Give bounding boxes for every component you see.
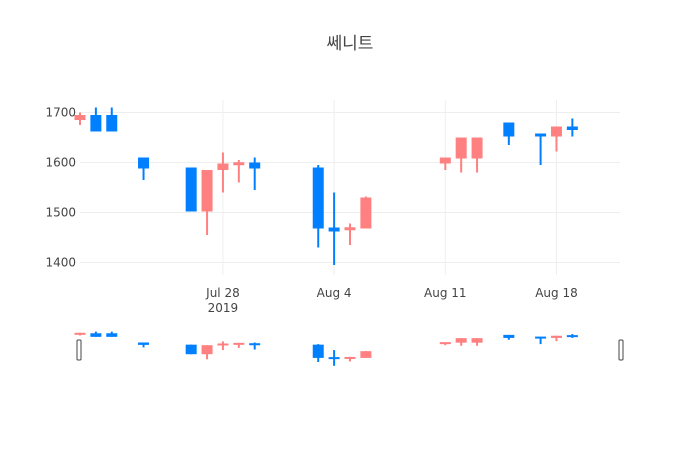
candle bbox=[106, 107, 118, 132]
slider-candle bbox=[455, 338, 467, 346]
candle-body bbox=[550, 126, 562, 137]
slider-candle bbox=[566, 334, 578, 338]
candle bbox=[201, 170, 213, 235]
slider-candle-body bbox=[106, 333, 118, 337]
x-tick-label: Jul 28 bbox=[205, 286, 240, 300]
candle bbox=[360, 196, 372, 229]
candle bbox=[90, 107, 102, 132]
candle-body bbox=[312, 167, 324, 229]
candle bbox=[566, 118, 578, 137]
candle-body bbox=[360, 197, 372, 229]
slider-candle bbox=[550, 335, 562, 342]
candle-body bbox=[249, 162, 261, 169]
slider-candle-body bbox=[185, 344, 197, 355]
candle bbox=[455, 137, 467, 173]
slider-candle bbox=[344, 356, 356, 362]
slider-candle-body bbox=[90, 333, 102, 337]
candle-body bbox=[138, 157, 150, 169]
candle bbox=[471, 137, 483, 173]
slider-candle bbox=[90, 331, 102, 337]
slider-candle-body bbox=[550, 335, 562, 338]
candle-body bbox=[201, 170, 213, 212]
y-tick-label: 1500 bbox=[45, 206, 76, 220]
candle-body bbox=[503, 122, 515, 137]
y-tick-label: 1600 bbox=[45, 156, 76, 170]
candle-body bbox=[344, 227, 356, 231]
x-tick-label: Aug 18 bbox=[535, 286, 578, 300]
slider-candle bbox=[471, 338, 483, 346]
candle-body bbox=[566, 126, 578, 130]
slider-candle bbox=[328, 350, 340, 366]
candle-body bbox=[185, 167, 197, 212]
candle bbox=[217, 152, 229, 193]
slider-candle-body bbox=[201, 345, 213, 355]
slider-candle-body bbox=[439, 342, 451, 345]
candle-body bbox=[217, 163, 229, 170]
candle-body bbox=[471, 137, 483, 159]
candle bbox=[312, 165, 324, 248]
candle bbox=[74, 112, 86, 125]
candle-body bbox=[106, 115, 118, 132]
slider-candle-body bbox=[233, 342, 245, 345]
slider-candle-body bbox=[360, 351, 372, 358]
candle bbox=[550, 126, 562, 152]
candle bbox=[503, 122, 515, 145]
slider-candle-body bbox=[138, 342, 150, 345]
slider-candle-body bbox=[217, 343, 229, 346]
slider-candle bbox=[185, 344, 197, 355]
candle-body bbox=[439, 157, 451, 164]
candle-body bbox=[90, 115, 102, 132]
x-tick-label: Aug 4 bbox=[317, 286, 352, 300]
candle bbox=[249, 157, 261, 190]
y-tick-label: 1700 bbox=[45, 106, 76, 120]
range-slider-track[interactable] bbox=[80, 330, 620, 368]
slider-candle bbox=[439, 342, 451, 346]
candle bbox=[439, 157, 451, 170]
slider-candle bbox=[138, 342, 150, 348]
y-tick-label: 1400 bbox=[45, 256, 76, 270]
candle-body bbox=[233, 162, 245, 166]
candle-body bbox=[535, 133, 547, 137]
slider-candle-body bbox=[503, 334, 515, 338]
candle-body bbox=[455, 137, 467, 159]
candle-body bbox=[74, 115, 86, 120]
chart-title: 쎄니트 bbox=[327, 34, 374, 54]
candle-layer bbox=[74, 107, 578, 265]
x-tick-sublabel: 2019 bbox=[208, 301, 239, 315]
slider-candle bbox=[217, 341, 229, 351]
slider-candle bbox=[74, 332, 86, 336]
candle bbox=[328, 192, 340, 265]
slider-candle bbox=[503, 334, 515, 340]
slider-candle-body bbox=[471, 338, 483, 343]
slider-candle-body bbox=[566, 335, 578, 338]
range-slider-right-handle[interactable] bbox=[618, 339, 624, 361]
slider-candle bbox=[535, 336, 547, 345]
candle bbox=[138, 157, 150, 180]
slider-candle-body bbox=[74, 332, 86, 335]
slider-candle bbox=[312, 344, 324, 363]
x-tick-label: Aug 11 bbox=[424, 286, 467, 300]
slider-candle-body bbox=[249, 343, 261, 346]
slider-candle bbox=[249, 342, 261, 350]
slider-candle bbox=[233, 342, 245, 348]
candle bbox=[185, 167, 197, 212]
slider-candle-body bbox=[535, 336, 547, 339]
slider-candle bbox=[201, 345, 213, 360]
candle-body bbox=[328, 227, 340, 232]
candle bbox=[535, 133, 547, 165]
slider-candle bbox=[106, 331, 118, 337]
slider-candle-body bbox=[328, 357, 340, 360]
slider-candle bbox=[360, 350, 372, 358]
range-slider-left-handle[interactable] bbox=[76, 339, 82, 361]
slider-candle-body bbox=[312, 344, 324, 358]
slider-candle-body bbox=[455, 338, 467, 343]
range-slider[interactable] bbox=[74, 330, 624, 368]
candle bbox=[344, 223, 356, 245]
slider-candle-body bbox=[344, 356, 356, 359]
candle bbox=[233, 160, 245, 183]
